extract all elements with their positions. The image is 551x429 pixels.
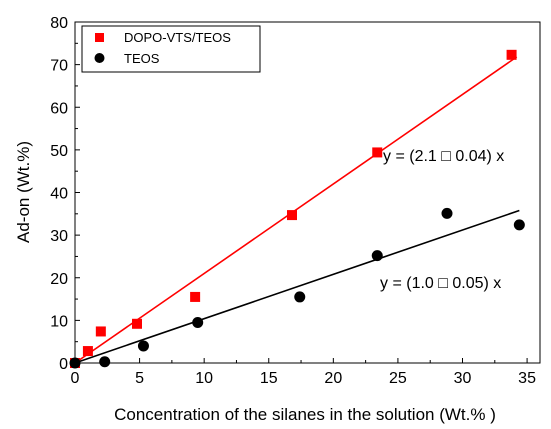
x-tick-label: 10 — [195, 370, 213, 387]
data-point-dopo — [95, 326, 106, 337]
legend: DOPO-VTS/TEOS TEOS — [81, 25, 261, 73]
data-point-teos — [441, 207, 453, 219]
x-axis-label: Concentration of the silanes in the solu… — [114, 405, 496, 424]
x-tick-label: 30 — [454, 370, 472, 387]
data-point-dopo — [287, 210, 297, 221]
legend-marker-dopo — [95, 33, 104, 42]
y-tick-label: 50 — [50, 143, 68, 160]
data-point-teos — [99, 356, 111, 368]
data-point-teos — [371, 250, 383, 262]
legend-marker-teos — [94, 53, 105, 63]
data-point-teos — [513, 219, 525, 231]
y-tick-label: 80 — [50, 15, 68, 32]
x-tick-label: 35 — [518, 370, 536, 387]
data-point-dopo — [82, 346, 93, 357]
fit-line-teos — [74, 209, 520, 364]
y-axis-label: Ad-on (Wt.%) — [14, 141, 33, 243]
legend-box — [81, 25, 261, 73]
x-tick-label: 0 — [71, 370, 80, 387]
y-tick-label: 60 — [50, 100, 68, 117]
y-tick-label: 30 — [50, 228, 68, 245]
x-tick-label: 15 — [260, 370, 278, 387]
y-tick-label: 10 — [50, 313, 68, 330]
data-point-teos — [192, 317, 204, 329]
data-point-teos — [137, 340, 149, 352]
plot-frame — [74, 21, 541, 364]
fit-equation-teos: y = (1.0 □ 0.05) x — [380, 275, 501, 292]
legend-label-teos: TEOS — [124, 51, 160, 66]
y-tick-label: 20 — [50, 271, 68, 288]
data-point-teos — [294, 291, 306, 303]
x-tick-label: 20 — [324, 370, 342, 387]
data-point-dopo — [132, 318, 142, 329]
fit-equation-dopo: y = (2.1 □ 0.04) x — [383, 148, 504, 165]
data-point-dopo — [506, 49, 517, 60]
x-tick-label: 5 — [135, 370, 144, 387]
y-tick-label: 40 — [50, 186, 68, 203]
y-tick-label: 70 — [50, 58, 68, 75]
fit-line-dopo — [74, 56, 518, 364]
y-tick-label: 0 — [59, 356, 68, 373]
x-tick-label: 25 — [389, 370, 407, 387]
data-point-dopo — [190, 291, 201, 302]
data-point-dopo — [372, 147, 383, 158]
legend-label-dopo: DOPO-VTS/TEOS — [124, 30, 231, 45]
